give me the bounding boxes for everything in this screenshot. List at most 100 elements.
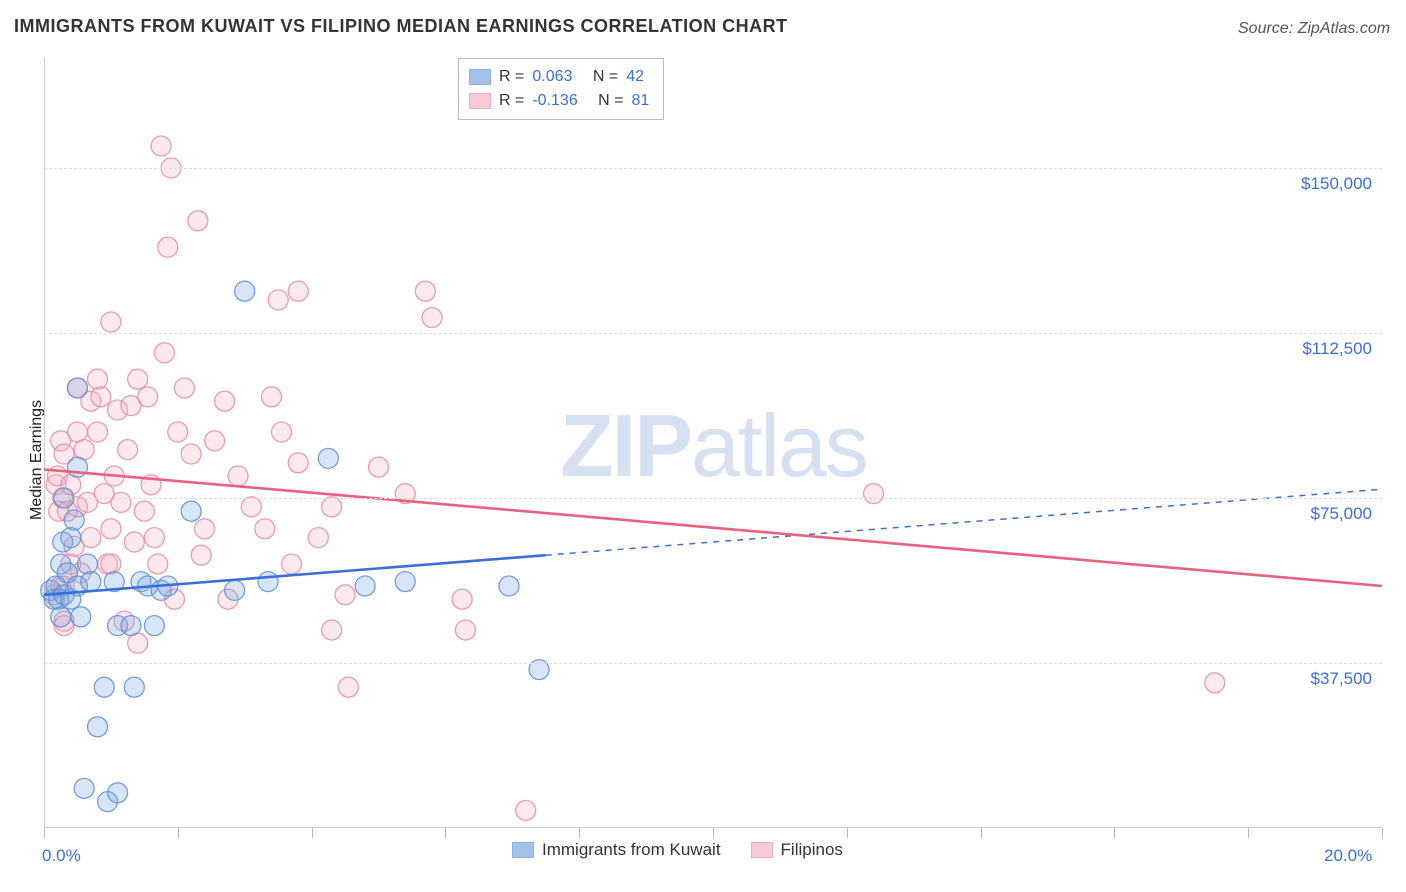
x-tick	[713, 828, 714, 838]
data-point-filipinos	[516, 800, 536, 820]
data-point-kuwait	[88, 717, 108, 737]
y-gridline	[44, 168, 1382, 169]
data-point-kuwait	[121, 616, 141, 636]
x-tick	[44, 828, 45, 838]
data-point-kuwait	[499, 576, 519, 596]
x-axis-min-label: 0.0%	[42, 846, 81, 866]
legend-swatch-filipinos	[751, 842, 773, 858]
stats-legend: R = 0.063 N = 42 R = -0.136 N = 81	[458, 58, 664, 120]
data-point-filipinos	[81, 528, 101, 548]
data-point-kuwait	[81, 572, 101, 592]
legend-item-kuwait: Immigrants from Kuwait	[512, 840, 721, 860]
data-point-filipinos	[191, 545, 211, 565]
data-point-kuwait	[74, 778, 94, 798]
y-gridline	[44, 663, 1382, 664]
data-point-filipinos	[195, 519, 215, 539]
y-tick-label: $75,000	[1272, 504, 1372, 524]
data-point-filipinos	[134, 501, 154, 521]
series-legend: Immigrants from Kuwait Filipinos	[512, 840, 843, 860]
data-point-filipinos	[88, 422, 108, 442]
data-point-filipinos	[101, 312, 121, 332]
stats-text-filipinos: R = -0.136 N = 81	[499, 92, 649, 110]
data-point-filipinos	[188, 211, 208, 231]
x-tick	[1382, 828, 1383, 838]
data-point-kuwait	[181, 501, 201, 521]
data-point-filipinos	[181, 444, 201, 464]
data-point-filipinos	[322, 620, 342, 640]
data-point-kuwait	[318, 448, 338, 468]
data-point-filipinos	[288, 281, 308, 301]
data-point-kuwait	[61, 528, 81, 548]
stats-row-kuwait: R = 0.063 N = 42	[469, 65, 649, 89]
data-point-filipinos	[422, 308, 442, 328]
x-tick	[1248, 828, 1249, 838]
data-point-filipinos	[128, 369, 148, 389]
data-point-filipinos	[452, 589, 472, 609]
data-point-kuwait	[355, 576, 375, 596]
data-point-filipinos	[282, 554, 302, 574]
data-point-kuwait	[225, 580, 245, 600]
swatch-filipinos	[469, 93, 491, 109]
data-point-filipinos	[91, 387, 111, 407]
data-point-filipinos	[308, 528, 328, 548]
data-point-filipinos	[168, 422, 188, 442]
y-gridline	[44, 333, 1382, 334]
data-point-filipinos	[154, 343, 174, 363]
stats-text-kuwait: R = 0.063 N = 42	[499, 68, 644, 86]
scatter-plot	[44, 58, 1382, 828]
data-point-filipinos	[268, 290, 288, 310]
data-point-kuwait	[64, 510, 84, 530]
y-tick-label: $112,500	[1272, 339, 1372, 359]
data-point-filipinos	[864, 484, 884, 504]
data-point-kuwait	[67, 378, 87, 398]
data-point-kuwait	[108, 783, 128, 803]
legend-item-filipinos: Filipinos	[751, 840, 843, 860]
data-point-filipinos	[215, 391, 235, 411]
data-point-filipinos	[118, 440, 138, 460]
y-gridline	[44, 498, 1382, 499]
data-point-filipinos	[158, 237, 178, 257]
data-point-filipinos	[88, 369, 108, 389]
data-point-kuwait	[395, 572, 415, 592]
data-point-filipinos	[101, 554, 121, 574]
x-tick	[312, 828, 313, 838]
regression-line-dashed-kuwait	[546, 489, 1382, 555]
data-point-filipinos	[271, 422, 291, 442]
data-point-filipinos	[111, 492, 131, 512]
stats-row-filipinos: R = -0.136 N = 81	[469, 89, 649, 113]
data-point-filipinos	[288, 453, 308, 473]
data-point-filipinos	[205, 431, 225, 451]
data-point-kuwait	[77, 554, 97, 574]
swatch-kuwait	[469, 69, 491, 85]
data-point-filipinos	[148, 554, 168, 574]
data-point-filipinos	[151, 136, 171, 156]
data-point-filipinos	[144, 528, 164, 548]
data-point-kuwait	[51, 607, 71, 627]
data-point-kuwait	[258, 572, 278, 592]
data-point-filipinos	[228, 466, 248, 486]
data-point-filipinos	[1205, 673, 1225, 693]
data-point-filipinos	[415, 281, 435, 301]
data-point-filipinos	[338, 677, 358, 697]
data-point-kuwait	[124, 677, 144, 697]
x-axis-max-label: 20.0%	[1324, 846, 1372, 866]
source-attribution: Source: ZipAtlas.com	[1238, 20, 1390, 38]
data-point-filipinos	[335, 585, 355, 605]
y-tick-label: $37,500	[1272, 669, 1372, 689]
regression-line-filipinos	[44, 469, 1382, 586]
data-point-filipinos	[369, 457, 389, 477]
legend-label-kuwait: Immigrants from Kuwait	[542, 840, 721, 860]
data-point-filipinos	[138, 387, 158, 407]
data-point-filipinos	[455, 620, 475, 640]
data-point-filipinos	[255, 519, 275, 539]
x-tick	[847, 828, 848, 838]
data-point-kuwait	[144, 616, 164, 636]
data-point-kuwait	[235, 281, 255, 301]
legend-label-filipinos: Filipinos	[781, 840, 843, 860]
data-point-filipinos	[261, 387, 281, 407]
x-tick	[579, 828, 580, 838]
legend-swatch-kuwait	[512, 842, 534, 858]
data-point-filipinos	[101, 519, 121, 539]
data-point-kuwait	[71, 607, 91, 627]
x-tick	[445, 828, 446, 838]
